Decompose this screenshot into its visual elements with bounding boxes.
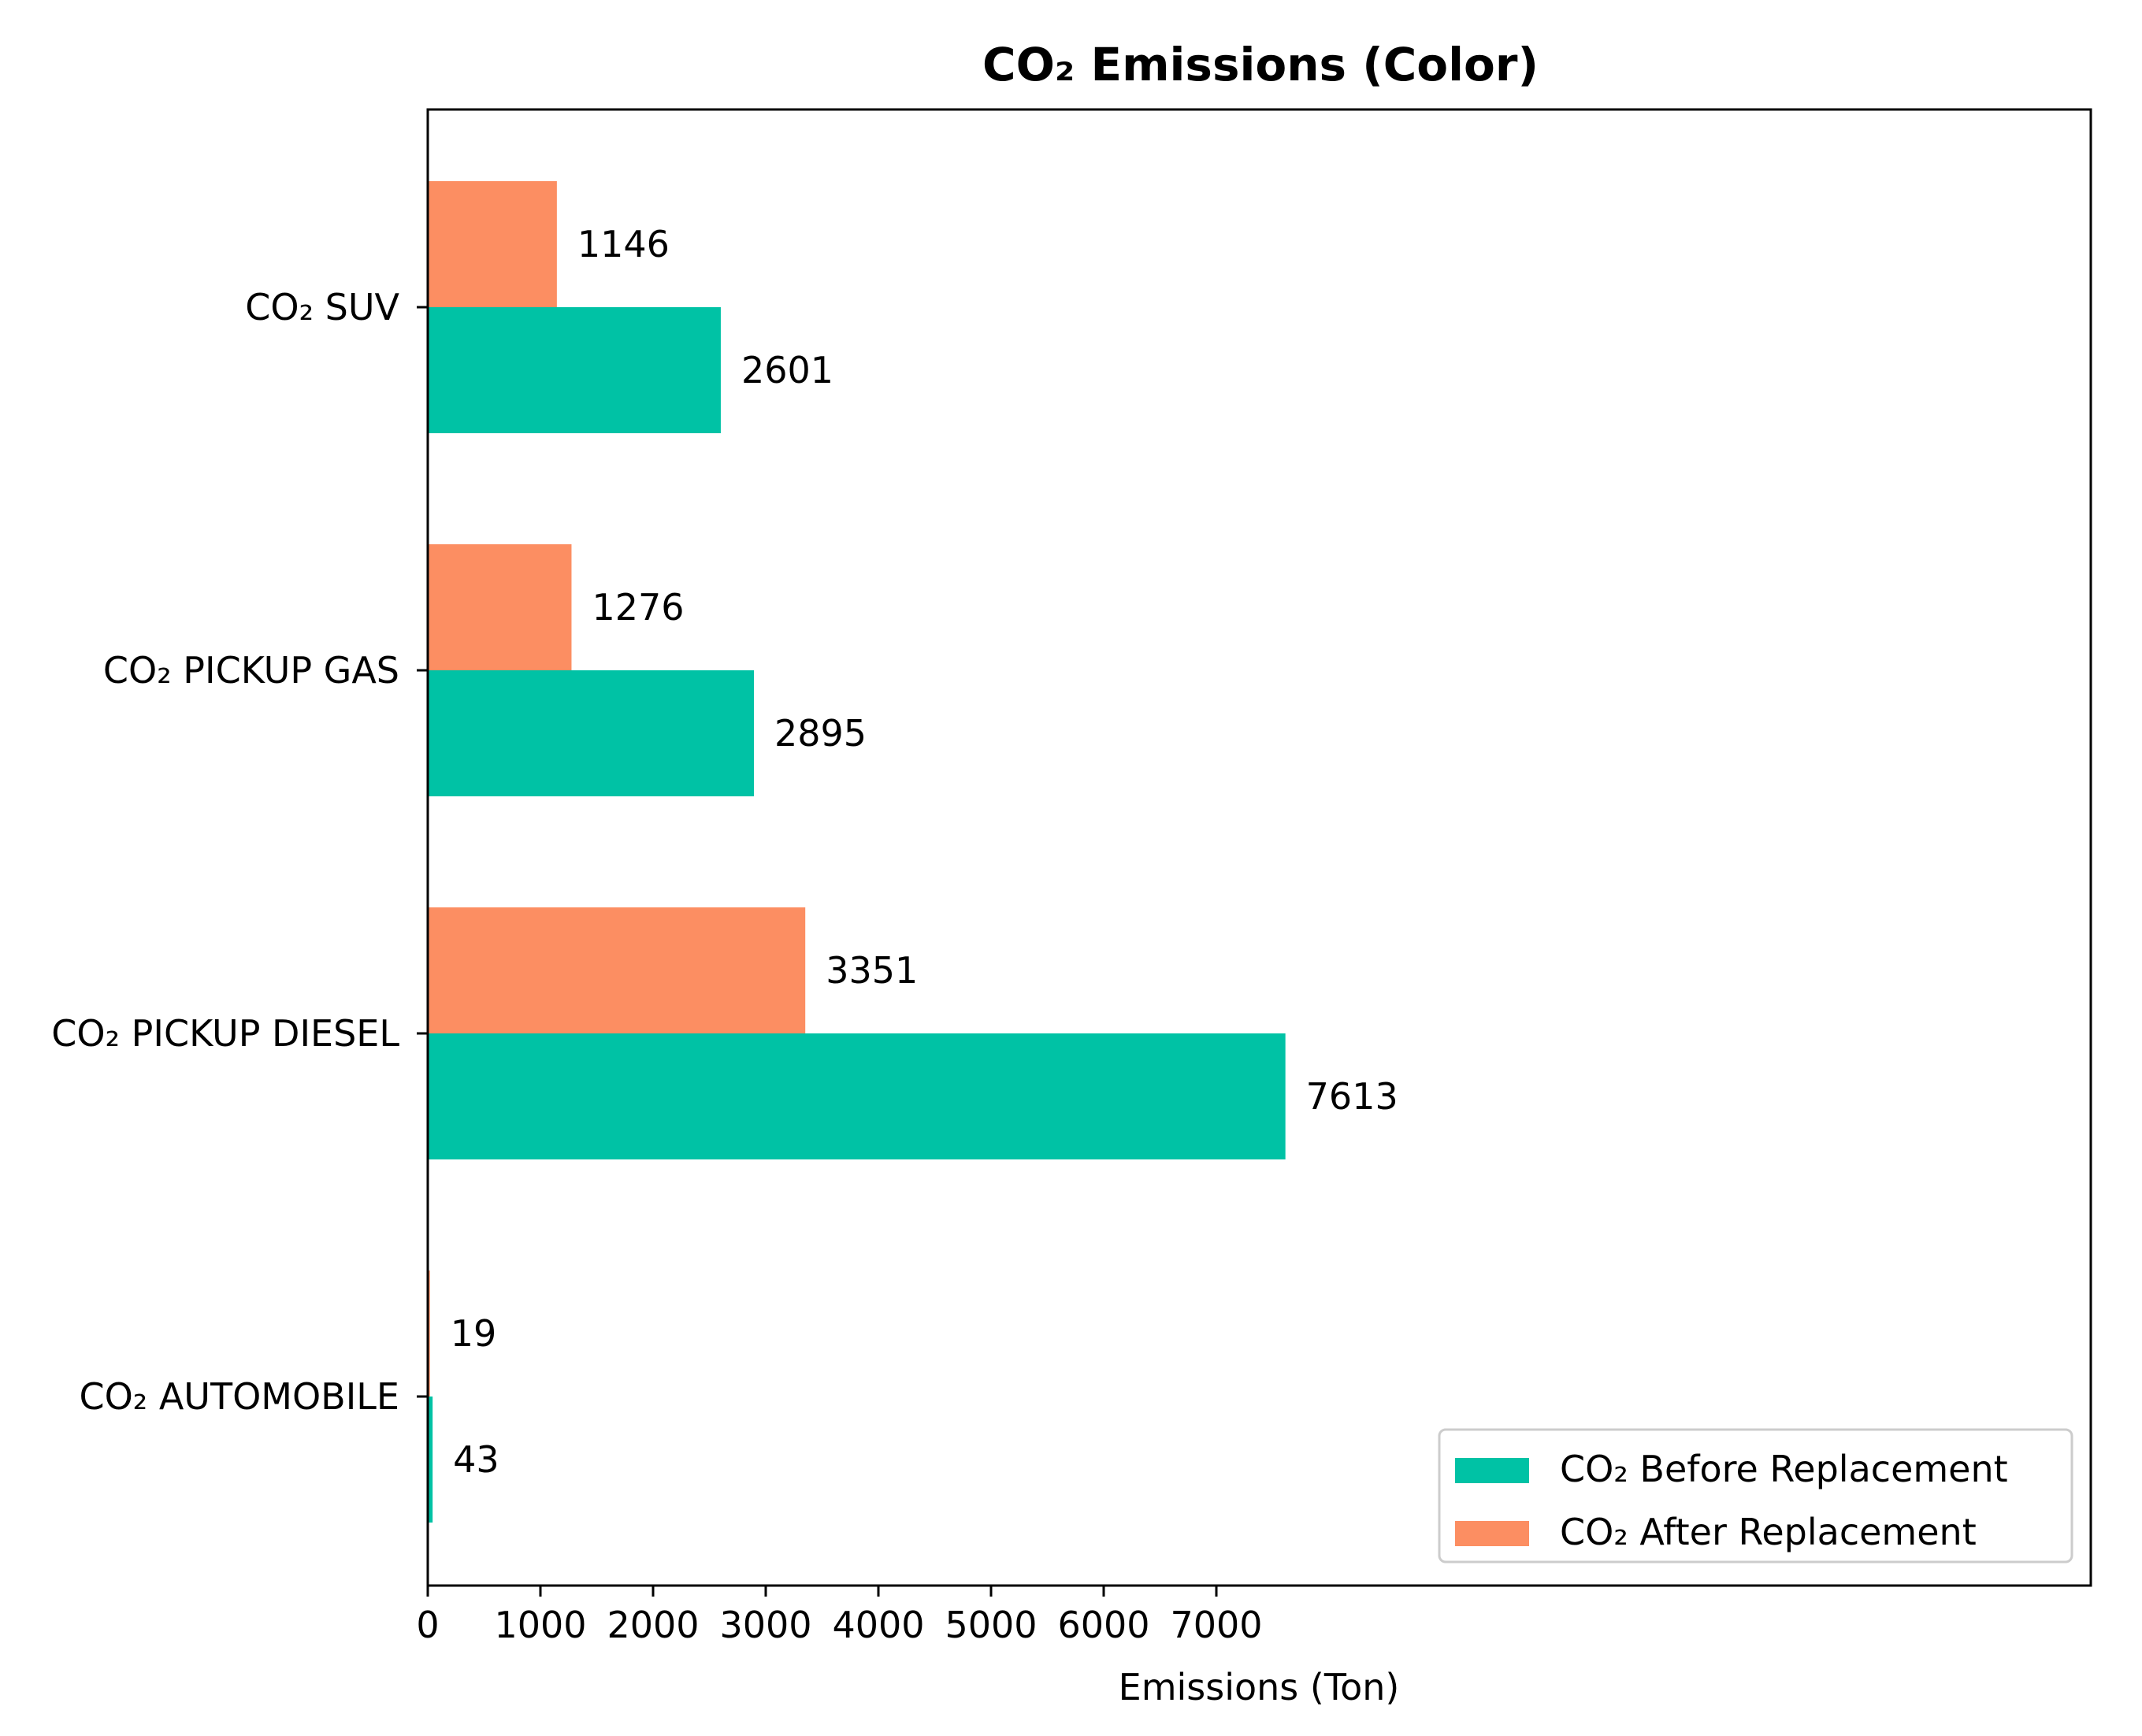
y-tick-label-co-suv: CO₂ SUV — [245, 286, 399, 328]
legend: CO₂ Before Replacement CO₂ After Replacem… — [1438, 1428, 2073, 1564]
data-label-co-automobile-after: 19 — [451, 1312, 497, 1355]
chart-title: CO₂ Emissions (Color) — [982, 38, 1539, 91]
data-label-co-pickup-gas-before: 2895 — [774, 712, 867, 755]
bar-co-automobile-before — [428, 1397, 433, 1523]
x-axis: 0 1000 2000 3000 4000 5000 6000 7000 — [416, 1586, 1263, 1646]
y-tick-label-co-pickup-diesel: CO₂ PICKUP DIESEL — [51, 1012, 399, 1055]
data-label-co-pickup-diesel-before: 7613 — [1306, 1075, 1398, 1118]
y-tick-label-co-pickup-gas: CO₂ PICKUP GAS — [103, 649, 399, 692]
legend-frame — [1438, 1428, 2073, 1564]
x-tick-label-2000: 2000 — [607, 1604, 699, 1646]
plot-frame — [426, 108, 2092, 1587]
x-tick-label-7000: 7000 — [1170, 1604, 1262, 1646]
legend-swatch-after — [1455, 1521, 1529, 1546]
y-axis: CO₂ AUTOMOBILE CO₂ PICKUP DIESEL CO₂ PICKU… — [51, 286, 428, 1418]
data-label-co-automobile-before: 43 — [453, 1438, 499, 1481]
bar-co-pickup-gas-after — [428, 544, 572, 670]
bars-group — [428, 181, 1286, 1523]
data-label-co-pickup-gas-after: 1276 — [592, 586, 684, 629]
data-label-co-pickup-diesel-after: 3351 — [826, 949, 918, 992]
x-tick-label-6000: 6000 — [1057, 1604, 1149, 1646]
legend-label-after: CO₂ After Replacement — [1560, 1511, 1977, 1553]
y-tick-label-co-automobile: CO₂ AUTOMOBILE — [79, 1375, 399, 1418]
data-labels-group: 43 19 7613 3351 2895 1276 2601 1146 — [451, 223, 1398, 1481]
x-tick-label-0: 0 — [416, 1604, 439, 1646]
legend-label-before: CO₂ Before Replacement — [1560, 1448, 2008, 1490]
bar-co-pickup-gas-before — [428, 670, 754, 796]
x-axis-title: Emissions (Ton) — [1119, 1666, 1400, 1708]
bar-co-pickup-diesel-before — [428, 1033, 1286, 1159]
bar-co-suv-after — [428, 181, 557, 307]
legend-swatch-before — [1455, 1458, 1529, 1483]
x-tick-label-5000: 5000 — [945, 1604, 1037, 1646]
x-tick-label-3000: 3000 — [719, 1604, 811, 1646]
bar-co-suv-before — [428, 307, 721, 433]
x-tick-label-4000: 4000 — [832, 1604, 924, 1646]
data-label-co-suv-before: 2601 — [741, 349, 833, 391]
bar-co-pickup-diesel-after — [428, 907, 806, 1033]
x-tick-label-1000: 1000 — [494, 1604, 586, 1646]
data-label-co-suv-after: 1146 — [577, 223, 670, 265]
